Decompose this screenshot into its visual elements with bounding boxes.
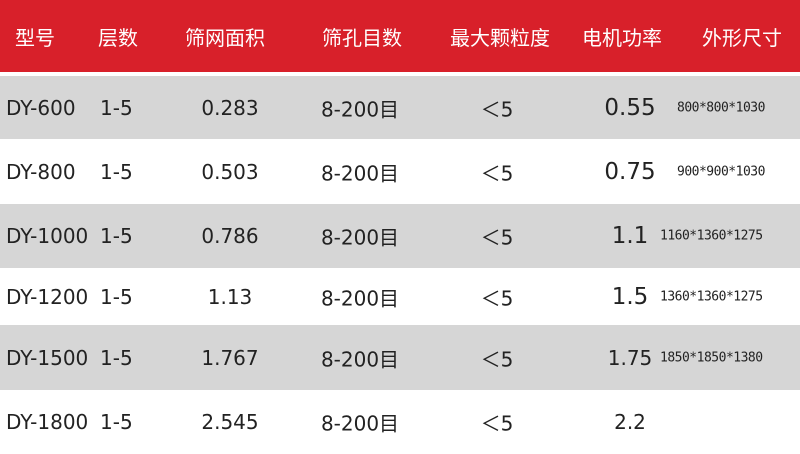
cell-layers: 1-5 [100,159,133,184]
cell-layers: 1-5 [100,224,133,248]
table-header: 型号 层数 筛网面积 筛孔目数 最大颗粒度 电机功率 外形尺寸 [0,0,800,72]
cell-mesh: 8-200目 [320,411,400,436]
cell-mesh: 8-200目 [320,161,400,185]
cell-power: 2.2 [614,410,646,434]
header-max-particle: 最大颗粒度 [450,26,550,50]
cell-area: 1.13 [207,284,253,309]
cell-max-particle: ＜5 [480,411,514,436]
table-row: DY-1500 1-5 1.767 8-200目 ＜5 1.75 1850*1850*138… [0,325,800,390]
cell-mesh: 8-200目 [320,97,400,121]
header-power: 电机功率 [582,26,662,50]
cell-area: 1.767 [201,345,259,370]
cell-size: 1850*1850*1380 [660,350,763,365]
cell-area: 0.786 [201,224,259,248]
cell-area: 0.503 [201,159,259,184]
table-row: DY-600 1-5 0.283 8-200目 ＜5 0.55 800*800*1030 [0,76,800,139]
cell-power: 1.1 [611,223,649,249]
cell-area: 0.283 [201,95,259,120]
cell-model: DY-1800 [6,410,89,434]
cell-model: DY-1000 [6,224,89,248]
cell-max-particle: ＜5 [480,286,514,310]
cell-max-particle: ＜5 [480,97,514,121]
cell-layers: 1-5 [100,410,133,434]
cell-model: DY-600 [6,95,76,120]
cell-size: 900*900*1030 [677,164,765,179]
cell-max-particle: ＜5 [480,347,514,371]
table-row: DY-1000 1-5 0.786 8-200目 ＜5 1.1 1160*1360*1275 [0,204,800,268]
cell-power: 1.75 [607,345,653,370]
cell-model: DY-800 [6,159,76,184]
cell-power: 0.55 [604,94,656,121]
cell-max-particle: ＜5 [480,161,514,185]
cell-layers: 1-5 [100,284,133,309]
cell-size: 1360*1360*1275 [660,289,763,304]
table-row: DY-1800 1-5 2.545 8-200目 ＜5 2.2 [0,390,800,454]
cell-model: DY-1500 [6,345,89,370]
header-layers: 层数 [98,26,138,50]
cell-max-particle: ＜5 [480,225,514,250]
cell-power: 1.5 [611,283,649,310]
table-row: DY-800 1-5 0.503 8-200目 ＜5 0.75 900*900*1030 [0,139,800,204]
cell-power: 0.75 [604,158,656,185]
cell-layers: 1-5 [100,345,133,370]
header-mesh: 筛孔目数 [322,26,402,50]
header-model: 型号 [15,26,55,50]
cell-size: 800*800*1030 [677,100,765,115]
cell-size: 1160*1360*1275 [660,228,763,244]
cell-area: 2.545 [201,410,259,434]
header-area: 筛网面积 [185,26,265,50]
cell-mesh: 8-200目 [320,286,400,310]
cell-model: DY-1200 [6,284,89,309]
table-row: DY-1200 1-5 1.13 8-200目 ＜5 1.5 1360*1360*1275 [0,268,800,325]
cell-mesh: 8-200目 [320,347,400,371]
cell-mesh: 8-200目 [320,225,400,250]
header-size: 外形尺寸 [702,26,782,50]
cell-layers: 1-5 [100,95,133,120]
